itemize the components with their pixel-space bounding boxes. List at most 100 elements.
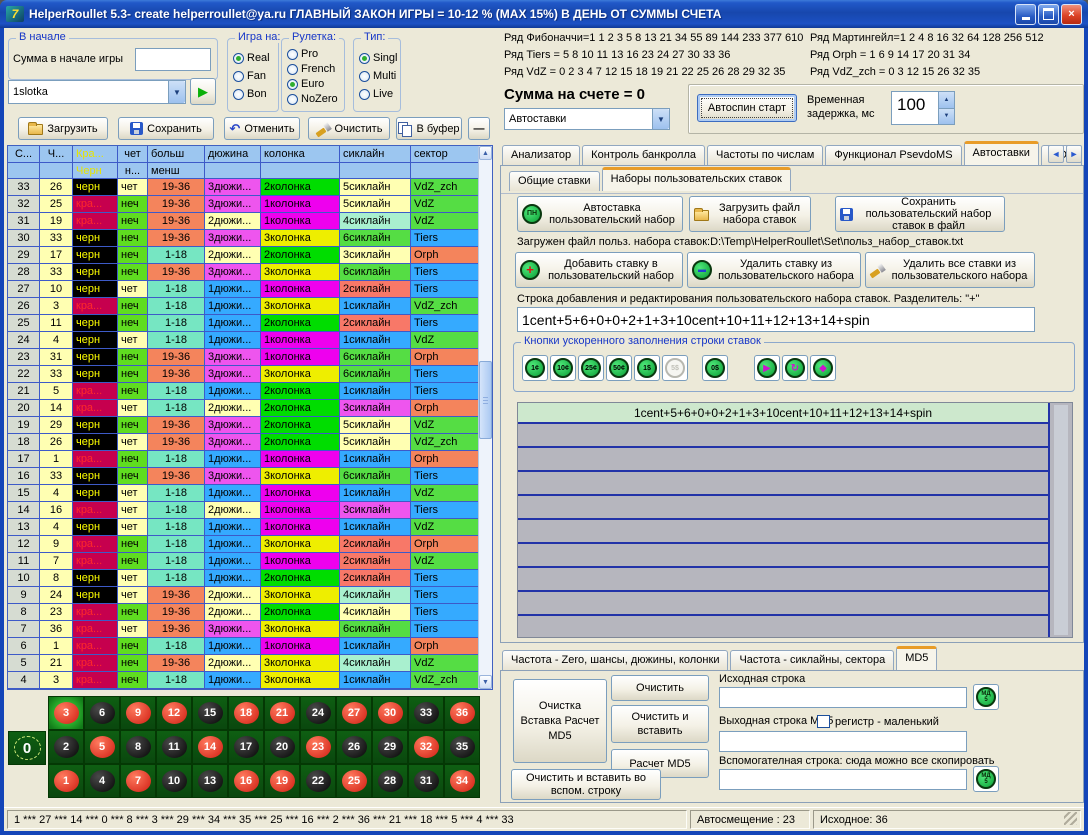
maximize-button[interactable] [1038,3,1059,25]
table-row[interactable]: 20 14 кра... чет 1-18 2дюжи... 2колонка 3сиклай… [8,400,479,417]
roulette-cell-31[interactable]: 31 [408,764,444,798]
roulette-cell-7[interactable]: 7 [120,764,156,798]
table-row[interactable]: 9 24 черн чет 19-36 2дюжи... 3колонка 4сиклайн T… [8,587,479,604]
toolbar-button-5[interactable]: В буфер [396,117,462,140]
roulette-cell-32[interactable]: 32 [408,730,444,764]
resize-grip[interactable] [1064,812,1077,825]
roulette-cell-30[interactable]: 30 [372,696,408,730]
radio-option-pro[interactable]: Pro [287,48,318,60]
table-row[interactable]: 18 26 черн чет 19-36 3дюжи... 2колонка 5сиклайн… [8,434,479,451]
tab-main-3[interactable]: Частоты по числам [707,145,824,165]
play-chip-button[interactable]: ▶ [754,355,780,381]
source-string-input[interactable] [719,687,967,708]
radio-option-nozero[interactable]: NoZero [287,93,338,105]
play-button[interactable]: ▶ [190,78,216,105]
bet-set-list[interactable]: 1cent+5+6+0+0+2+1+3+10cent+10+11+12+13+1… [517,402,1073,638]
table-row[interactable]: 13 4 черн чет 1-18 1дюжи... 1колонка 1сиклайн Vd… [8,519,479,536]
output-string-input[interactable] [719,731,967,752]
register-checkbox[interactable] [817,715,830,728]
radio-icon[interactable] [287,48,298,60]
autospin-start-button[interactable]: Автоспин старт [697,94,797,122]
bet-set-empty-row[interactable] [518,544,1048,568]
bet-set-empty-row[interactable] [518,424,1048,448]
table-row[interactable]: 21 5 кра... неч 1-18 1дюжи... 2колонка 1сиклайн… [8,383,479,400]
toolbar-button-4[interactable]: Очистить [308,117,390,140]
roulette-cell-19[interactable]: 19 [264,764,300,798]
roulette-cell-36[interactable]: 36 [444,696,480,730]
spin-up-icon[interactable]: ▲ [939,92,954,109]
tab-main-4[interactable]: Функционал PsevdoMS [825,145,962,165]
table-row[interactable]: 8 23 кра... неч 19-36 2дюжи... 2колонка 4сиклай… [8,604,479,621]
radio-option-real[interactable]: Real [233,52,270,64]
table-row[interactable]: 4 3 кра... неч 1-18 1дюжи... 3колонка 1сиклайн V… [8,672,479,689]
chevron-down-icon[interactable]: ▼ [168,81,185,103]
bet-set-empty-row[interactable] [518,448,1048,472]
roulette-cell-12[interactable]: 12 [156,696,192,730]
chip-button-10c[interactable]: 10¢ [550,355,576,381]
roulette-cell-18[interactable]: 18 [228,696,264,730]
chip-button-25c[interactable]: 25¢ [578,355,604,381]
radio-option-bon[interactable]: Bon [233,88,267,100]
spin-down-icon[interactable]: ▼ [939,108,954,124]
delay-spinner[interactable]: 100 ▲ ▼ [891,91,955,125]
table-row[interactable]: 7 36 кра... чет 19-36 3дюжи... 3колонка 6сиклай… [8,621,479,638]
radio-option-french[interactable]: French [287,63,335,75]
roulette-zero-cell[interactable]: 0 [8,731,46,765]
radio-icon[interactable] [287,78,298,90]
roulette-cell-34[interactable]: 34 [444,764,480,798]
tab-scroll-right-icon[interactable]: ► [1066,145,1082,163]
table-row[interactable]: 24 4 черн чет 1-18 1дюжи... 1колонка 1сиклайн Vd… [8,332,479,349]
roulette-cell-17[interactable]: 17 [228,730,264,764]
minimize-button[interactable] [1015,3,1036,25]
roulette-cell-1[interactable]: 1 [48,764,84,798]
refresh-chip-button[interactable]: ↻ [782,355,808,381]
title-bar[interactable]: 7 HelperRoullet 5.3- create helperroulle… [0,0,1088,28]
edit-string-input[interactable] [517,307,1035,332]
bet-set-empty-row[interactable] [518,568,1048,592]
ab-row2-button-3[interactable]: Удалить все ставки из пользовательского … [865,252,1035,288]
clear-paste-calc-button[interactable]: Очистка Вставка Расчет MD5 [513,679,607,763]
chip-button-50c[interactable]: 50¢ [606,355,632,381]
bet-set-empty-row[interactable] [518,592,1048,616]
bet-list-scrollbar[interactable] [1054,405,1068,635]
ab-row2-button-1[interactable]: + Добавить ставку в пользовательский набо… [515,252,683,288]
ab-row2-button-2[interactable]: ▬ Удалить ставку из пользовательского наб… [687,252,861,288]
radio-icon[interactable] [233,52,244,64]
roulette-cell-6[interactable]: 6 [84,696,120,730]
toolbar-button-2[interactable]: Сохранить [118,117,214,140]
table-row[interactable]: 6 1 кра... неч 1-18 1дюжи... 1колонка 1сиклайн O… [8,638,479,655]
toolbar-button-3[interactable]: ↶ Отменить [224,117,300,140]
roulette-cell-26[interactable]: 26 [336,730,372,764]
table-row[interactable]: 14 16 кра... чет 1-18 2дюжи... 1колонка 3сиклай… [8,502,479,519]
roulette-cell-24[interactable]: 24 [300,696,336,730]
roulette-cell-35[interactable]: 35 [444,730,480,764]
tab-main-2[interactable]: Контроль банкролла [582,145,706,165]
roulette-cell-2[interactable]: 2 [48,730,84,764]
roulette-cell-4[interactable]: 4 [84,764,120,798]
roulette-cell-33[interactable]: 33 [408,696,444,730]
radio-icon[interactable] [359,52,370,64]
tab-sub-1[interactable]: Общие ставки [509,171,600,191]
table-row[interactable]: 22 33 черн неч 19-36 3дюжи... 3колонка 6сиклайн… [8,366,479,383]
table-row[interactable]: 31 19 кра... неч 19-36 2дюжи... 1колонка 4сикла… [8,213,479,230]
radio-icon[interactable] [287,93,298,105]
radio-option-multi[interactable]: Multi [359,70,396,82]
autobets-combo[interactable]: Автоставки ▼ [504,108,670,130]
roulette-cell-11[interactable]: 11 [156,730,192,764]
table-row[interactable]: 17 1 кра... неч 1-18 1дюжи... 1колонка 1сиклайн… [8,451,479,468]
radio-icon[interactable] [233,88,244,100]
bet-set-empty-row[interactable] [518,472,1048,496]
roulette-cell-20[interactable]: 20 [264,730,300,764]
table-scrollbar[interactable]: ▲ ▼ [478,146,492,689]
radio-icon[interactable] [287,63,298,75]
table-row[interactable]: 10 8 черн чет 1-18 1дюжи... 2колонка 2сиклайн Ti… [8,570,479,587]
start-sum-input[interactable] [135,48,211,71]
roulette-cell-21[interactable]: 21 [264,696,300,730]
radio-icon[interactable] [359,70,370,82]
table-row[interactable]: 15 4 черн чет 1-18 1дюжи... 1колонка 1сиклайн Vd… [8,485,479,502]
table-row[interactable]: 33 26 черн чет 19-36 3дюжи... 2колонка 5сиклайн… [8,179,479,196]
spin-chip-button[interactable]: ◆ [810,355,836,381]
roulette-cell-9[interactable]: 9 [120,696,156,730]
table-row[interactable]: 32 25 кра... неч 19-36 3дюжи... 1колонка 5сикла… [8,196,479,213]
roulette-cell-15[interactable]: 15 [192,696,228,730]
